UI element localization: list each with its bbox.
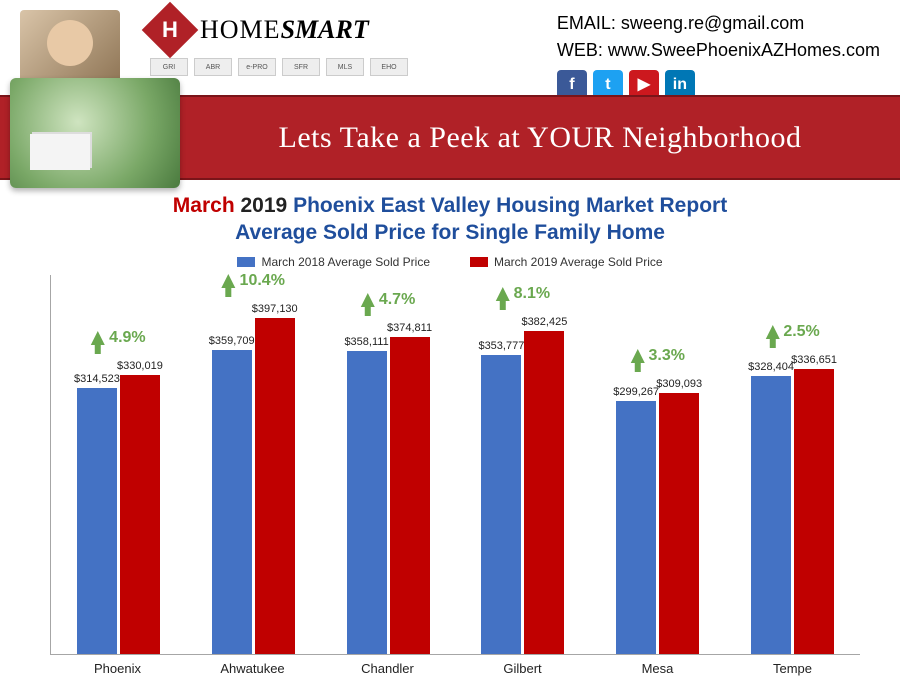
neighborhood-image	[10, 78, 180, 188]
bar-value-label: $314,523	[74, 373, 120, 385]
cert-badge: EHO	[370, 58, 408, 76]
xaxis-label: Ahwatukee	[185, 661, 320, 676]
bar-value-label: $299,267	[613, 386, 659, 398]
banner-text: Lets Take a Peek at YOUR Neighborhood	[180, 121, 900, 155]
bar-value-label: $382,425	[521, 316, 567, 328]
bar-2018: $314,523	[77, 388, 117, 654]
certification-badges: GRI ABR e-PRO SFR MLS EHO	[150, 58, 408, 76]
email-value: sweeng.re@gmail.com	[621, 13, 804, 33]
legend-swatch	[470, 257, 488, 267]
arrow-up-icon	[222, 274, 236, 288]
bar-2018: $353,777	[481, 355, 521, 654]
xaxis-label: Gilbert	[455, 661, 590, 676]
bar-value-label: $330,019	[117, 360, 163, 372]
legend-item: March 2019 Average Sold Price	[470, 255, 663, 269]
email-label: EMAIL:	[557, 13, 616, 33]
pct-value: 4.9%	[109, 329, 145, 347]
pct-change-label: 3.3%	[630, 347, 684, 365]
bar-group: $314,523$330,0194.9%	[51, 275, 186, 654]
bar-value-label: $358,111	[344, 336, 388, 348]
bar-2019: $382,425	[524, 331, 564, 654]
arrow-up-icon	[630, 349, 644, 363]
bar-2019: $397,130	[255, 318, 295, 653]
pct-value: 2.5%	[783, 323, 819, 341]
bar-2019: $374,811	[390, 337, 430, 654]
pct-value: 10.4%	[240, 272, 285, 290]
cert-badge: e-PRO	[238, 58, 276, 76]
bar-value-label: $359,709	[209, 335, 255, 347]
pct-change-label: 4.7%	[361, 291, 415, 309]
bar-group: $353,777$382,4258.1%	[455, 275, 590, 654]
arrow-up-icon	[496, 287, 510, 301]
bar-value-label: $309,093	[656, 378, 702, 390]
chart-area: March 2019 Phoenix East Valley Housing M…	[0, 180, 900, 676]
arrow-up-icon	[91, 331, 105, 345]
bar-group: $358,111$374,8114.7%	[321, 275, 456, 654]
bar-2018: $358,111	[347, 351, 387, 653]
legend-label: March 2018 Average Sold Price	[261, 255, 430, 269]
bar-2018: $359,709	[212, 350, 252, 654]
chart-title: March 2019 Phoenix East Valley Housing M…	[40, 192, 860, 247]
chart-plot: $314,523$330,0194.9%$359,709$397,13010.4…	[50, 275, 860, 655]
web-label: WEB:	[557, 40, 603, 60]
bar-value-label: $328,404	[748, 361, 794, 373]
brand-block: H HOMESMART GRIABRe-PROSFRMLSEHO	[150, 10, 408, 76]
banner: Lets Take a Peek at YOUR Neighborhood	[0, 95, 900, 180]
xaxis-label: Chandler	[320, 661, 455, 676]
xaxis-label: Tempe	[725, 661, 860, 676]
arrow-up-icon	[765, 325, 779, 339]
legend-label: March 2019 Average Sold Price	[494, 255, 663, 269]
pct-value: 8.1%	[514, 285, 550, 303]
pct-change-label: 8.1%	[496, 285, 550, 303]
xaxis-label: Phoenix	[50, 661, 185, 676]
arrow-up-icon	[361, 293, 375, 307]
legend-item: March 2018 Average Sold Price	[237, 255, 430, 269]
xaxis-label: Mesa	[590, 661, 725, 676]
bar-group: $299,267$309,093 3.3%	[590, 275, 725, 654]
bar-value-label: $374,811	[387, 322, 432, 334]
cert-badge: GRI	[150, 58, 188, 76]
bar-group: $328,404$336,651 2.5%	[725, 275, 860, 654]
pct-change-label: 4.9%	[91, 329, 145, 347]
bar-2018: $328,404	[751, 376, 791, 653]
bar-value-label: $397,130	[252, 303, 298, 315]
bar-2019: $309,093	[659, 393, 699, 654]
chart-legend: March 2018 Average Sold Price March 2019 …	[40, 255, 860, 269]
legend-swatch	[237, 257, 255, 267]
bar-value-label: $336,651	[791, 354, 837, 366]
pct-change-label: 10.4%	[222, 272, 285, 290]
bar-value-label: $353,777	[478, 340, 524, 352]
pct-change-label: 2.5%	[765, 323, 819, 341]
pct-value: 3.3%	[648, 347, 684, 365]
bar-group: $359,709$397,13010.4%	[186, 275, 321, 654]
web-value: www.SweePhoenixAZHomes.com	[608, 40, 880, 60]
bar-2019: $330,019	[120, 375, 160, 654]
bar-2018: $299,267	[616, 401, 656, 654]
cert-badge: ABR	[194, 58, 232, 76]
pct-value: 4.7%	[379, 291, 415, 309]
cert-badge: SFR	[282, 58, 320, 76]
cert-badge: MLS	[326, 58, 364, 76]
brand-name: HOMESMART	[200, 15, 369, 45]
contact-info: EMAIL: sweeng.re@gmail.com WEB: www.Swee…	[557, 10, 880, 100]
homesmart-logo-icon: H	[142, 2, 199, 59]
bar-2019: $336,651	[794, 369, 834, 653]
chart-xaxis: PhoenixAhwatukeeChandlerGilbertMesaTempe	[50, 661, 860, 676]
